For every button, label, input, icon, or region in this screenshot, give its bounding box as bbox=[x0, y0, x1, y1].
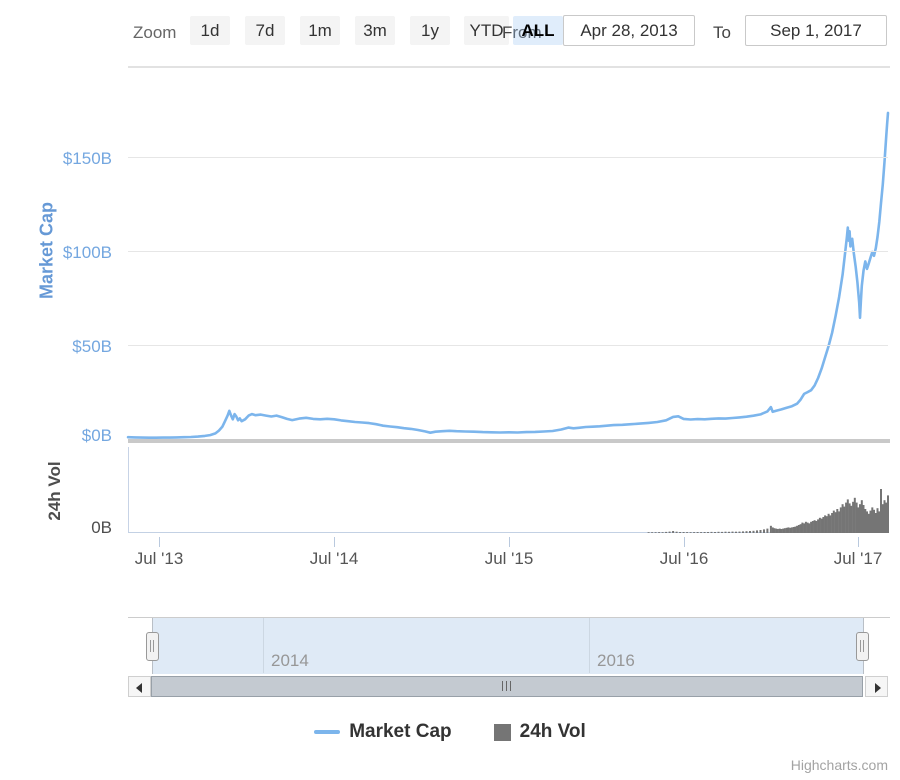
highcharts-credits[interactable]: Highcharts.com bbox=[790, 757, 888, 773]
zoom-button-7d[interactable]: 7d bbox=[245, 16, 285, 45]
y-axis-label-$150B: $150B bbox=[62, 149, 112, 168]
gridline-$100B bbox=[128, 251, 888, 252]
zoom-button-ytd[interactable]: YTD bbox=[464, 16, 509, 45]
navigator-label-2014: 2014 bbox=[271, 651, 309, 670]
scrollbar-grip-icon bbox=[506, 681, 507, 691]
legend-item-market-cap[interactable]: Market Cap bbox=[314, 721, 452, 743]
volume-square-swatch bbox=[493, 723, 511, 741]
legend-label: 24h Vol bbox=[519, 721, 586, 742]
navigator-top-border bbox=[128, 617, 890, 618]
to-label: To bbox=[713, 23, 731, 42]
navigator-label-2016: 2016 bbox=[597, 651, 635, 670]
y-axis-label-$0B: $0B bbox=[81, 426, 112, 445]
scrollbar-grip-icon bbox=[510, 681, 511, 691]
x-axis-label-Jul '14: Jul '14 bbox=[309, 549, 359, 568]
navigator-gridline-2014 bbox=[263, 618, 264, 673]
handle-grip-icon bbox=[153, 640, 154, 652]
from-date-input[interactable] bbox=[563, 15, 695, 46]
scrollbar-grip-icon bbox=[502, 681, 503, 691]
x-tick-Jul '16 bbox=[684, 537, 685, 547]
navigator-selected-range[interactable] bbox=[152, 618, 864, 674]
arrow-right-icon bbox=[875, 683, 881, 693]
zoom-button-1y[interactable]: 1y bbox=[410, 16, 450, 45]
navigator-right-handle[interactable] bbox=[856, 632, 869, 661]
scrollbar-right-arrow-button[interactable] bbox=[865, 676, 888, 697]
volume-axis-label-0B: 0B bbox=[91, 518, 112, 537]
legend-item-24h-vol[interactable]: 24h Vol bbox=[493, 721, 586, 743]
market-cap-line bbox=[126, 111, 890, 440]
legend: Market Cap 24h Vol bbox=[0, 718, 900, 746]
plot-top-border bbox=[128, 66, 890, 68]
market-cap-line-swatch bbox=[314, 730, 341, 734]
x-axis-label-Jul '15: Jul '15 bbox=[484, 549, 534, 568]
x-tick-Jul '14 bbox=[334, 537, 335, 547]
y-axis-label-$50B: $50B bbox=[72, 337, 112, 356]
scrollbar-thumb[interactable] bbox=[151, 676, 863, 697]
x-axis-label-Jul '13: Jul '13 bbox=[134, 549, 184, 568]
to-date-input[interactable] bbox=[745, 15, 887, 46]
x-axis-label-Jul '16: Jul '16 bbox=[659, 549, 709, 568]
navigator-gridline-2016 bbox=[589, 618, 590, 673]
panel-divider-line bbox=[128, 439, 890, 443]
from-label: From bbox=[502, 23, 542, 42]
handle-grip-icon bbox=[863, 640, 864, 652]
zoom-button-1m[interactable]: 1m bbox=[300, 16, 340, 45]
volume-baseline bbox=[128, 532, 888, 533]
x-axis-label-Jul '17: Jul '17 bbox=[833, 549, 883, 568]
zoom-button-all[interactable]: ALL bbox=[513, 16, 563, 45]
handle-grip-icon bbox=[150, 640, 151, 652]
zoom-button-1d[interactable]: 1d bbox=[190, 16, 230, 45]
navigator-left-handle[interactable] bbox=[146, 632, 159, 661]
gridline-$150B bbox=[128, 157, 888, 158]
zoom-button-3m[interactable]: 3m bbox=[355, 16, 395, 45]
handle-grip-icon bbox=[860, 640, 861, 652]
y-axis-label-$100B: $100B bbox=[62, 243, 112, 262]
x-tick-Jul '13 bbox=[159, 537, 160, 547]
gridline-$50B bbox=[128, 345, 888, 346]
legend-label: Market Cap bbox=[349, 721, 452, 742]
x-tick-Jul '17 bbox=[858, 537, 859, 547]
volume-bars bbox=[647, 489, 889, 533]
volume-axis-line bbox=[128, 447, 129, 533]
arrow-left-icon bbox=[136, 683, 142, 693]
scrollbar-left-arrow-button[interactable] bbox=[128, 676, 151, 697]
x-tick-Jul '15 bbox=[509, 537, 510, 547]
zoom-label: Zoom bbox=[133, 23, 177, 42]
